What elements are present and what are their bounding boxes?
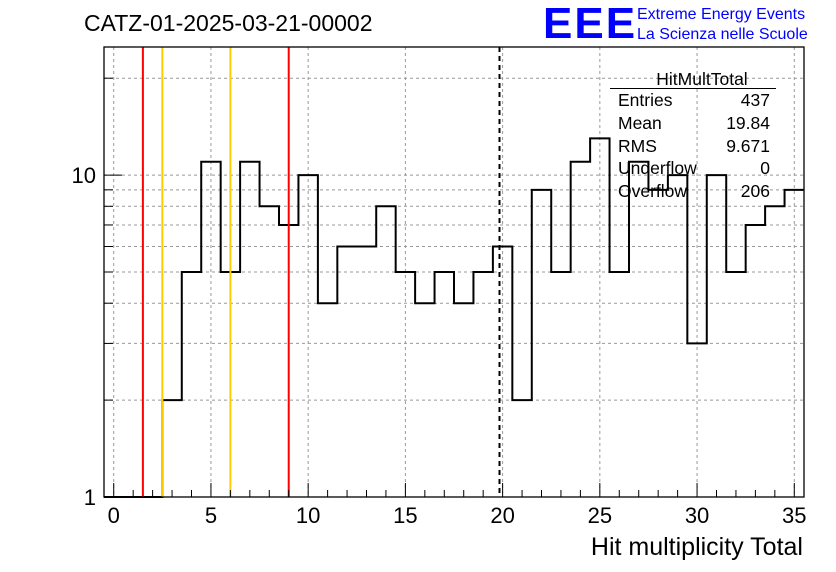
eee-logo: EEE Extreme Energy Events La Scienza nel…	[543, 2, 833, 46]
histogram-bin	[260, 206, 279, 497]
histogram-bin	[376, 206, 395, 497]
histogram-bin	[182, 272, 201, 497]
stats-label: Entries	[618, 90, 673, 110]
marker-lines	[141, 47, 501, 497]
histogram-bin	[473, 272, 492, 497]
histogram-bin	[629, 162, 648, 497]
histogram-bars	[104, 137, 804, 498]
stats-label: Mean	[618, 112, 662, 133]
histogram-bin	[337, 247, 356, 497]
histogram-bin	[240, 162, 259, 497]
stats-label: RMS	[618, 135, 657, 156]
stats-row-entries: Entries 437	[610, 89, 776, 112]
histogram-bin	[512, 400, 531, 497]
stats-row-underflow: Underflow 0	[610, 157, 776, 180]
stats-label: Underflow	[618, 158, 697, 179]
logo-mark: EEE	[543, 0, 638, 48]
stats-label: Overflow	[618, 181, 688, 202]
stats-row-mean: Mean 19.84	[610, 112, 776, 135]
stats-row-rms: RMS 9.671	[610, 135, 776, 158]
y-tick-label: 1	[84, 485, 96, 510]
stats-value: 0	[760, 158, 770, 179]
x-axis-title: Hit multiplicity Total	[590, 533, 803, 561]
x-tick-label: 15	[393, 503, 417, 528]
stats-title: HitMultTotal	[610, 70, 776, 89]
y-axis: 1 10	[72, 77, 122, 510]
histogram-bin	[746, 225, 765, 497]
stats-value: 9.671	[726, 135, 770, 156]
logo-line-2: La Scienza nelle Scuole	[637, 26, 808, 43]
histogram-bin	[707, 175, 726, 497]
histogram-bin	[162, 400, 181, 497]
histogram-bin	[765, 206, 784, 497]
stats-value: 437	[740, 90, 770, 110]
x-tick-label: 30	[685, 503, 709, 528]
x-tick-label: 5	[205, 503, 217, 528]
histogram-bin	[357, 247, 376, 497]
x-tick-label: 25	[588, 503, 612, 528]
histogram-bin	[571, 162, 590, 497]
x-tick-label: 0	[108, 503, 120, 528]
stats-row-overflow: Overflow 206	[610, 180, 776, 203]
histogram-bin	[435, 272, 454, 497]
stats-box: HitMultTotal Entries 437 Mean 19.84 RMS …	[610, 70, 776, 203]
histogram-bin	[610, 272, 629, 497]
x-tick-label: 35	[782, 503, 806, 528]
y-tick-label: 10	[72, 163, 96, 188]
histogram-bin	[668, 175, 687, 497]
stats-value: 206	[740, 181, 770, 202]
histogram-bin	[726, 272, 745, 497]
x-tick-label: 20	[490, 503, 514, 528]
logo-line-1: Extreme Energy Events	[637, 6, 806, 23]
x-axis: 0 5 10 15 20 25 30 35	[108, 483, 807, 528]
stats-value: 19.84	[726, 112, 770, 133]
x-tick-label: 10	[296, 503, 320, 528]
histogram-bin	[551, 272, 570, 497]
page-title: CATZ-01-2025-03-21-00002	[84, 10, 373, 36]
histogram-outline	[104, 137, 804, 498]
